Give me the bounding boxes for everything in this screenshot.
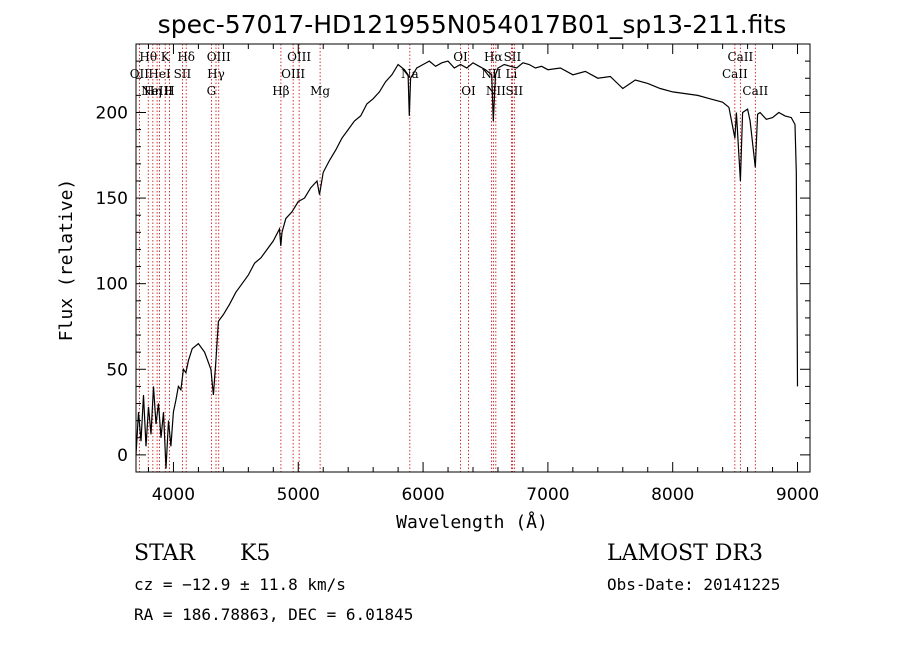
spectrum-series-line [135,60,799,469]
survey-name: LAMOST DR3 [607,541,763,566]
line-label-22: Li [506,67,518,81]
line-label-3: NeIII [141,84,173,98]
line-label-20: Hα [484,50,503,64]
x-axis-label: Wavelength (Å) [396,511,548,533]
line-label-25: CaII [722,67,748,81]
line-label-2: Hη [144,84,162,98]
line-label-15: Mg [310,84,330,98]
line-label-14: OIII [287,50,311,64]
x-tick-label-5: 9000 [776,485,819,505]
line-label-18: OI [461,84,476,98]
y-tick-label-4: 200 [96,103,128,123]
line-label-26: CaII [727,50,753,64]
line-label-12: Hβ [272,84,289,98]
line-label-23: SII [504,50,522,64]
line-label-8: Hδ [177,50,195,64]
x-tick-label-2: 6000 [401,485,444,505]
object-subclass: K5 [240,541,270,566]
line-label-21: NII [486,84,506,98]
coordinates: RA = 186.78863, DEC = 6.01845 [134,605,413,624]
spectral-line-markers [138,44,756,472]
line-label-4: HeI [148,67,171,81]
line-label-24: SII [505,84,523,98]
plot-frame [135,43,811,473]
y-tick-label-3: 150 [96,189,128,209]
line-label-0: OII [130,67,150,81]
line-label-11: OIII [207,50,231,64]
x-axis-ticks: 4000 5000 6000 7000 8000 9000 [147,44,819,505]
line-label-1: Hθ [139,50,157,64]
line-label-13: OIII [281,67,305,81]
x-tick-label-1: 5000 [277,485,320,505]
redshift-value: cz = −12.9 ± 11.8 km/s [134,575,346,594]
x-tick-label-0: 4000 [152,485,195,505]
y-axis-label: Flux (relative) [56,179,77,342]
line-label-27: CaII [742,84,768,98]
y-tick-label-1: 50 [106,360,128,380]
object-class: STAR [134,541,196,566]
line-label-7: SII [174,67,192,81]
line-label-5: K [161,50,171,64]
observation-date: Obs-Date: 20141225 [607,575,780,594]
x-tick-label-4: 8000 [651,485,694,505]
line-label-17: OI [453,50,468,64]
y-tick-label-2: 100 [96,275,128,295]
line-label-9: G [207,84,217,98]
line-label-10: Hγ [207,67,225,81]
y-axis-ticks: 0 50 100 150 200 [96,43,810,473]
y-tick-label-0: 0 [117,446,128,466]
x-tick-label-3: 7000 [526,485,569,505]
line-label-6: H [164,84,174,98]
spectral-line-labels: OIIHθHηNeIIIHeIKHSIIHδGHγOIIIHβOIIIOIIIM… [130,50,769,98]
chart-title: spec-57017-HD121955N054017B01_sp13-211.f… [158,10,787,39]
